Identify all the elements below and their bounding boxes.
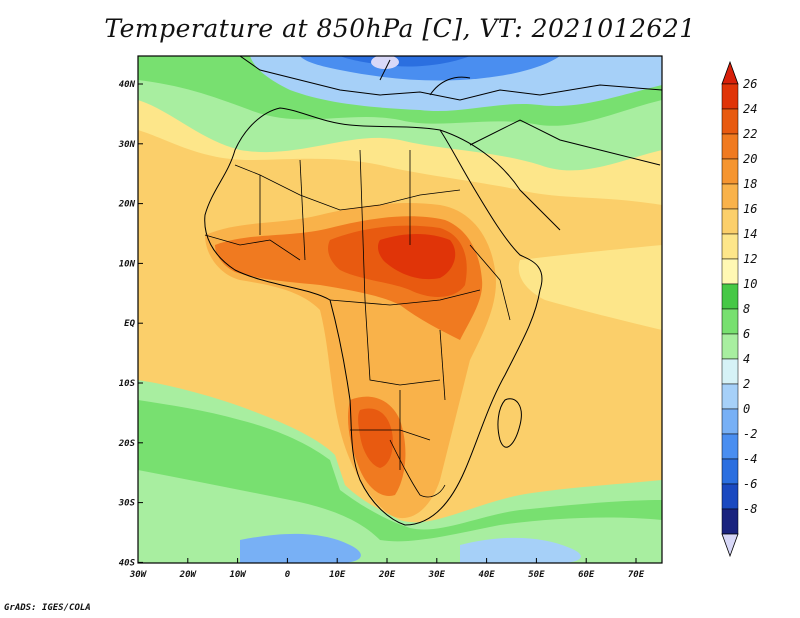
colorbar-label: 6 (743, 327, 750, 341)
colorbar-label: 14 (743, 227, 757, 241)
colorbar-label: 0 (743, 402, 750, 416)
colorbar-label: 24 (743, 102, 757, 116)
colorbar-label: 8 (743, 302, 750, 316)
lat-label: 40N (119, 80, 136, 90)
colorbar-segment (721, 433, 739, 460)
colorbar-segment (721, 233, 739, 260)
colorbar-segment (721, 283, 739, 310)
lat-label: EQ (124, 319, 135, 329)
colorbar-label: 2 (743, 377, 750, 391)
colorbar-label: 22 (743, 127, 757, 141)
lon-label: 20E (378, 570, 396, 580)
lat-label: 40S (119, 558, 136, 568)
colorbar-segment (721, 258, 739, 285)
lat-label: 20S (118, 439, 136, 449)
colorbar-label: -2 (743, 427, 757, 441)
lat-label: 30N (118, 140, 136, 150)
colorbar-bottom-arrow (721, 533, 739, 558)
colorbar-segment (721, 183, 739, 210)
lon-label: 30E (428, 570, 446, 580)
colorbar-top-arrow (721, 60, 739, 85)
colorbar-segment (721, 333, 739, 360)
colorbar-label: 16 (743, 202, 757, 216)
lon-label: 10E (329, 570, 346, 580)
temperature-field (138, 56, 662, 563)
lon-label: 20W (179, 570, 198, 580)
figure-title: Temperature at 850hPa [C], VT: 202101262… (104, 14, 696, 43)
colorbar-label: -6 (743, 477, 757, 491)
lon-label: 60E (578, 570, 595, 580)
colorbar-label: 26 (743, 77, 757, 91)
colorbar-label: 10 (743, 277, 757, 291)
colorbar-label: -4 (743, 452, 757, 466)
colorbar-segment (721, 133, 739, 160)
colorbar-segment (721, 308, 739, 335)
map-frame (137, 55, 663, 564)
colorbar-label: 12 (743, 252, 757, 266)
colorbar-label: -8 (743, 502, 757, 516)
colorbar-segment (721, 408, 739, 435)
lon-label: 50E (528, 570, 545, 580)
credit-label: GrADS: IGES/COLA (4, 603, 91, 613)
latitude-axis: 40N 30N 20N 10N EQ 10S 20S 30S 40S (118, 80, 143, 568)
country-borders (204, 149, 511, 498)
lon-label: 30W (129, 570, 148, 580)
colorbar-label: 20 (743, 152, 757, 166)
colorbar-segment (721, 158, 739, 185)
colorbar-segment (721, 208, 739, 235)
lon-label: 0 (285, 570, 291, 580)
colorbar-segment (721, 383, 739, 410)
colorbar-segment (721, 83, 739, 110)
coastlines (204, 56, 662, 526)
colorbar-segment (721, 108, 739, 135)
lat-label: 30S (118, 499, 136, 509)
colorbar-segment (721, 508, 739, 535)
longitude-axis: 30W 20W 10W 0 10E 20E 30E 40E 50E 60E 70E (129, 558, 645, 580)
colorbar-segment (721, 483, 739, 510)
lat-label: 20N (118, 200, 136, 210)
colorbar-segment (721, 358, 739, 385)
lon-label: 70E (628, 570, 645, 580)
lat-label: 10S (119, 379, 136, 389)
lon-label: 40E (478, 570, 495, 580)
colorbar-label: 18 (743, 177, 757, 191)
colorbar-label: 4 (743, 352, 750, 366)
lon-label: 10W (229, 570, 247, 580)
lat-label: 10N (119, 259, 136, 269)
colorbar-segment (721, 458, 739, 485)
